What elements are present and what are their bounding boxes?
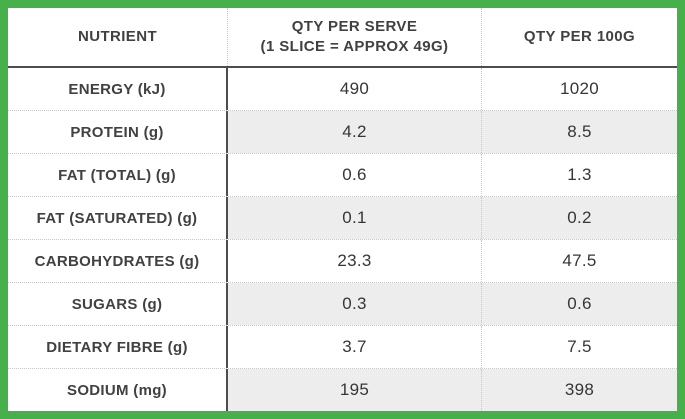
value-per-serve: 23.3 [228,240,482,282]
table-row-fat-saturated: FAT (SATURATED) (g) 0.1 0.2 [8,197,677,240]
table-row-sodium: SODIUM (mg) 195 398 [8,369,677,411]
table-row-dietary-fibre: DIETARY FIBRE (g) 3.7 7.5 [8,326,677,369]
value-per-serve: 4.2 [228,111,482,153]
value-per-serve: 195 [228,369,482,411]
table-row-carbohydrates: CARBOHYDRATES (g) 23.3 47.5 [8,240,677,283]
value-per-serve: 490 [228,68,482,110]
nutrient-label: FAT (SATURATED) (g) [8,197,228,239]
value-per-100g: 47.5 [562,251,597,270]
column-header-qty-per-100g: QTY PER 100G [523,27,636,45]
value-per-100g: 7.5 [567,337,592,356]
value-per-serve: 0.1 [228,197,482,239]
table-row-energy: ENERGY (kJ) 490 1020 [8,68,677,111]
table-row-fat-total: FAT (TOTAL) (g) 0.6 1.3 [8,154,677,197]
table-row-sugars: SUGARS (g) 0.3 0.6 [8,283,677,326]
column-header-nutrient: NUTRIENT [8,8,228,66]
value-per-100g: 8.5 [482,111,677,153]
nutrient-label: ENERGY (kJ) [8,68,228,110]
nutrient-label: FAT (TOTAL) (g) [8,154,228,196]
nutrient-label: CARBOHYDRATES (g) [8,240,228,282]
value-per-100g: 1.3 [567,165,592,184]
value-per-100g: 398 [482,369,677,411]
value-per-100g: 0.6 [482,283,677,325]
table-header-row: NUTRIENT QTY PER SERVE (1 SLICE = APPROX… [8,8,677,68]
value-per-serve: 3.7 [228,326,482,368]
value-per-serve: 0.6 [228,154,482,196]
nutrient-label: SUGARS (g) [8,283,228,325]
nutrient-label: DIETARY FIBRE (g) [8,326,228,368]
nutrient-label: SODIUM (mg) [8,369,228,411]
nutrient-label: PROTEIN (g) [8,111,228,153]
value-per-serve: 0.3 [228,283,482,325]
value-per-100g: 0.2 [482,197,677,239]
value-per-100g: 1020 [559,79,600,98]
column-header-qty-per-serve: QTY PER SERVE (1 SLICE = APPROX 49G) [228,8,482,66]
table-row-protein: PROTEIN (g) 4.2 8.5 [8,111,677,154]
